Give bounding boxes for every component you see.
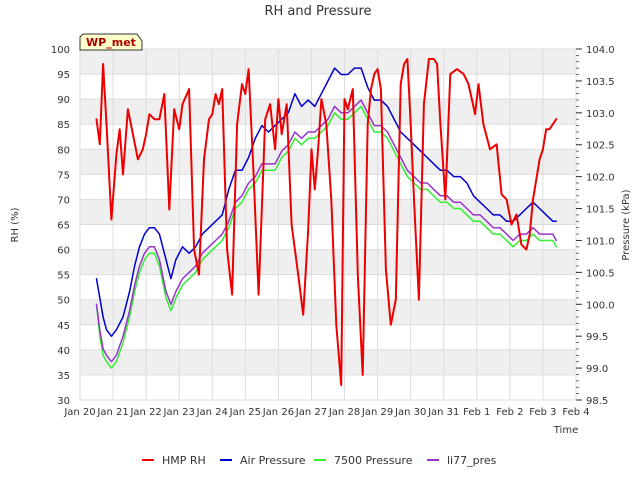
right-axis-ticks: 98.5 99.0 99.5 100.0 100.5 101.0 101.5 102.0 102… [576, 45, 615, 407]
series-line-li77-pres [95, 99, 557, 363]
x-tick-label: Jan 26 [262, 407, 294, 418]
y2-tick-label: 104.0 [586, 45, 615, 56]
y-axis-title: RH (%) [10, 207, 21, 242]
y2-tick-label: 101.0 [586, 236, 615, 247]
x-tick-label: Feb 1 [463, 407, 490, 418]
legend-label: Air Pressure [240, 454, 306, 467]
series-lines [95, 58, 558, 386]
x-tick-label: Feb 2 [496, 407, 523, 418]
y2-tick-label: 101.5 [586, 205, 615, 216]
x-tick-label: Jan 30 [394, 407, 426, 418]
legend: HMP RH Air Pressure 7500 Pressure li77_pres [142, 454, 497, 467]
y2-tick-label: 103.5 [586, 77, 615, 88]
badge-label: WP_met [86, 36, 136, 49]
y-tick-label: 45 [57, 321, 70, 332]
x-tick-label: Jan 31 [427, 407, 459, 418]
legend-label: li77_pres [447, 454, 497, 467]
series-line-7500-pressure [95, 105, 557, 369]
y2-tick-label: 103.0 [586, 109, 615, 120]
x-tick-label: Feb 4 [562, 407, 589, 418]
y-tick-label: 40 [57, 346, 70, 357]
x-tick-label: Jan 25 [229, 407, 261, 418]
y2-tick-label: 102.0 [586, 173, 615, 184]
y-tick-label: 70 [57, 195, 70, 206]
y-tick-label: 30 [57, 396, 70, 407]
y2-axis-title: Pressure (kPa) [621, 189, 632, 260]
y-tick-label: 100 [51, 45, 70, 56]
plot-band [80, 199, 576, 225]
y-tick-label: 60 [57, 246, 70, 257]
plot-band [80, 249, 576, 275]
x-tick-label: Jan 28 [328, 407, 360, 418]
left-axis-ticks: 30 35 40 45 50 55 60 65 70 75 80 85 90 95 100 [51, 45, 70, 407]
plot-band [80, 349, 576, 375]
y-tick-label: 50 [57, 296, 70, 307]
x-axis-ticks: Jan 20 Jan 21 Jan 22 Jan 23 Jan 24 Jan 25 Jan … [63, 407, 589, 418]
y-tick-label: 80 [57, 145, 70, 156]
plot-bands [80, 49, 576, 375]
plot-band [80, 49, 576, 75]
y-tick-label: 35 [57, 371, 70, 382]
legend-label: 7500 Pressure [334, 454, 413, 467]
y-tick-label: 65 [57, 221, 70, 232]
x-tick-label: Jan 27 [295, 407, 327, 418]
y2-tick-label: 99.0 [586, 364, 608, 375]
y-tick-label: 75 [57, 170, 70, 181]
x-tick-label: Jan 22 [129, 407, 161, 418]
gridlines [79, 48, 577, 401]
station-badge: WP_met [79, 33, 143, 51]
series-line-air-pressure [95, 67, 557, 337]
y2-tick-label: 99.5 [586, 332, 608, 343]
chart-title: RH and Pressure [264, 4, 371, 19]
x-tick-label: Jan 21 [96, 407, 128, 418]
y-tick-label: 55 [57, 271, 70, 282]
y2-tick-label: 100.0 [586, 300, 615, 311]
y-tick-label: 85 [57, 120, 70, 131]
y-tick-label: 95 [57, 70, 70, 81]
x-tick-label: Jan 29 [361, 407, 393, 418]
badge-shape [79, 33, 143, 51]
x-tick-label: Feb 3 [529, 407, 556, 418]
y2-tick-label: 102.5 [586, 141, 615, 152]
plot-band [80, 99, 576, 125]
x-tick-label: Jan 20 [63, 407, 95, 418]
x-tick-label: Jan 24 [196, 407, 228, 418]
y-tick-label: 90 [57, 95, 70, 106]
legend-label: HMP RH [162, 454, 206, 467]
x-axis-title: Time [553, 425, 578, 436]
y2-tick-label: 100.5 [586, 268, 615, 279]
series-line-hmp-rh [95, 58, 558, 386]
y2-tick-label: 98.5 [586, 396, 608, 407]
plot-band [80, 299, 576, 325]
x-tick-label: Jan 23 [163, 407, 195, 418]
